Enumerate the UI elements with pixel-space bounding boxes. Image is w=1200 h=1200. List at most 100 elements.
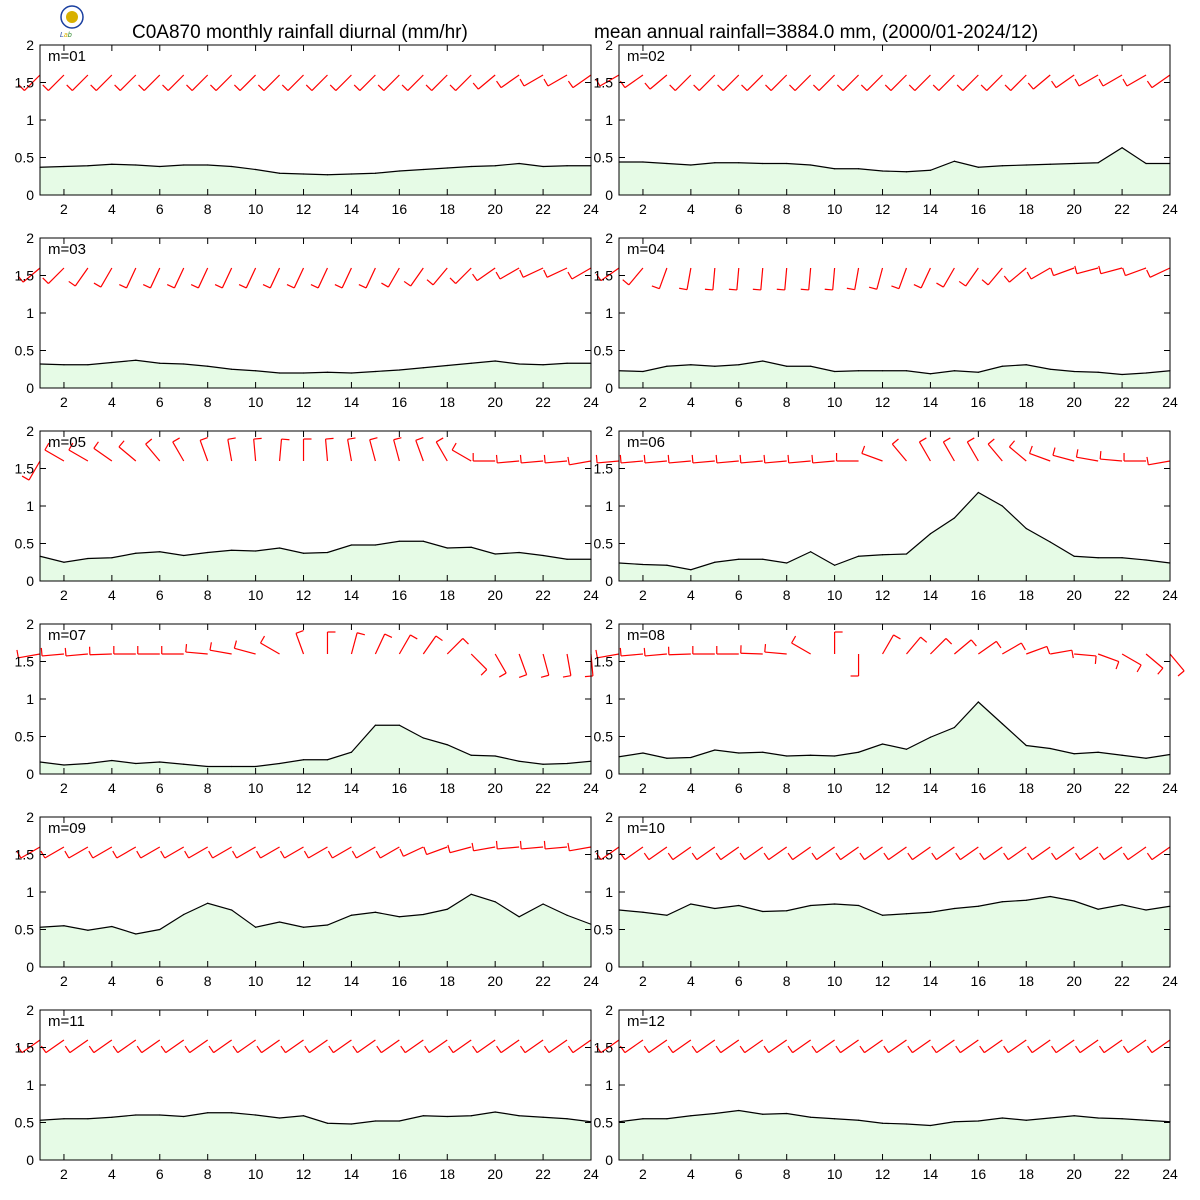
wind-barb (422, 635, 443, 655)
rainfall-point (1025, 899, 1027, 901)
wind-barb (622, 267, 644, 286)
x-tick-label: 4 (687, 587, 695, 603)
x-tick-label: 18 (439, 201, 455, 217)
x-tick-label: 4 (687, 973, 695, 989)
rainfall-point (518, 1115, 520, 1117)
x-tick-label: 10 (827, 587, 843, 603)
x-tick-label: 24 (1162, 394, 1178, 410)
rainfall-point (810, 1116, 812, 1118)
x-tick-label: 12 (296, 394, 312, 410)
rainfall-point (810, 551, 812, 553)
rainfall-point (470, 165, 472, 168)
y-tick-label: 2 (605, 37, 613, 53)
wind-barb (214, 267, 233, 289)
x-tick-label: 10 (827, 1166, 843, 1182)
month-label: m=07 (48, 627, 86, 644)
y-tick-label: 2 (26, 37, 34, 53)
wind-barb (256, 1039, 280, 1054)
rainfall-point (1145, 559, 1147, 561)
wind-barb (955, 846, 979, 861)
wind-barb (1050, 267, 1075, 277)
rainfall-point (786, 1112, 788, 1115)
month-label: m=08 (627, 627, 665, 644)
rainfall-point (953, 370, 955, 372)
wind-barb (259, 635, 280, 655)
rainfall-point (446, 744, 448, 746)
rainfall-point (159, 1114, 161, 1116)
rainfall-point (642, 161, 644, 163)
rainfall-point (87, 762, 89, 765)
rainfall-point (350, 1123, 353, 1125)
x-tick-label: 22 (535, 201, 551, 217)
x-tick-label: 8 (783, 780, 791, 796)
y-tick-label: 1 (605, 305, 613, 321)
wind-barb (1026, 645, 1051, 655)
wind-barb (369, 437, 378, 462)
wind-barb (715, 846, 740, 861)
rainfall-point (881, 170, 884, 172)
month-label: m=03 (48, 241, 86, 258)
wind-barb (1003, 1039, 1027, 1054)
y-tick-label: 0 (26, 1152, 34, 1168)
wind-barb (850, 654, 860, 677)
y-tick-label: 0.5 (15, 1115, 35, 1131)
x-tick-label: 20 (487, 1166, 503, 1182)
wind-barb (1004, 74, 1027, 91)
rainfall-point (159, 551, 161, 553)
rainfall-point (350, 544, 353, 546)
wind-barb (1051, 1039, 1075, 1054)
rainfall-point (135, 1114, 137, 1116)
wind-barb (619, 647, 644, 657)
rainfall-point (690, 164, 692, 166)
wind-barb (184, 1039, 209, 1054)
wind-barb (281, 74, 304, 91)
wind-barb (118, 440, 137, 462)
rainfall-point (111, 759, 113, 762)
month-label: m=12 (627, 1013, 665, 1030)
wind-barb (351, 846, 376, 859)
x-tick-label: 4 (108, 780, 116, 796)
x-tick-label: 24 (1162, 973, 1178, 989)
rainfall-point (666, 564, 668, 566)
wind-barb (17, 267, 41, 283)
y-tick-label: 0.5 (594, 922, 614, 938)
x-tick-label: 4 (108, 973, 116, 989)
wind-barb (643, 846, 668, 861)
x-tick-label: 22 (535, 780, 551, 796)
y-tick-label: 0.5 (15, 150, 35, 166)
rainfall-point (1049, 368, 1051, 370)
rainfall-point (857, 751, 860, 753)
wind-barb (184, 846, 208, 859)
wind-barb (16, 1039, 41, 1054)
rainfall-point (135, 359, 137, 361)
x-tick-label: 18 (1018, 587, 1034, 603)
y-tick-label: 2 (605, 230, 613, 246)
wind-barb (447, 844, 472, 854)
wind-barb (279, 846, 304, 859)
wind-barb (884, 74, 907, 91)
rainfall-point (929, 373, 932, 375)
x-tick-label: 18 (1018, 973, 1034, 989)
x-tick-label: 4 (687, 1166, 695, 1182)
rainfall-point (278, 762, 281, 765)
y-tick-label: 0 (605, 1152, 613, 1168)
wind-barb (667, 846, 692, 861)
wind-barb (327, 846, 352, 859)
x-tick-label: 4 (108, 201, 116, 217)
wind-barb (868, 267, 884, 290)
y-tick-label: 2 (605, 1002, 613, 1018)
rainfall-point (881, 1122, 884, 1124)
wind-barb (90, 74, 113, 91)
x-tick-label: 22 (1114, 1166, 1130, 1182)
y-tick-label: 0 (605, 766, 613, 782)
rainfall-point (642, 911, 644, 913)
rainfall-point (1001, 723, 1003, 725)
rainfall-point (1001, 901, 1003, 903)
x-tick-label: 24 (583, 1166, 599, 1182)
x-tick-label: 10 (248, 201, 264, 217)
rainfall-point (207, 902, 209, 904)
wind-barb (1098, 1039, 1123, 1054)
x-tick-label: 6 (735, 587, 743, 603)
rainfall-point (255, 550, 257, 552)
x-tick-label: 24 (583, 394, 599, 410)
